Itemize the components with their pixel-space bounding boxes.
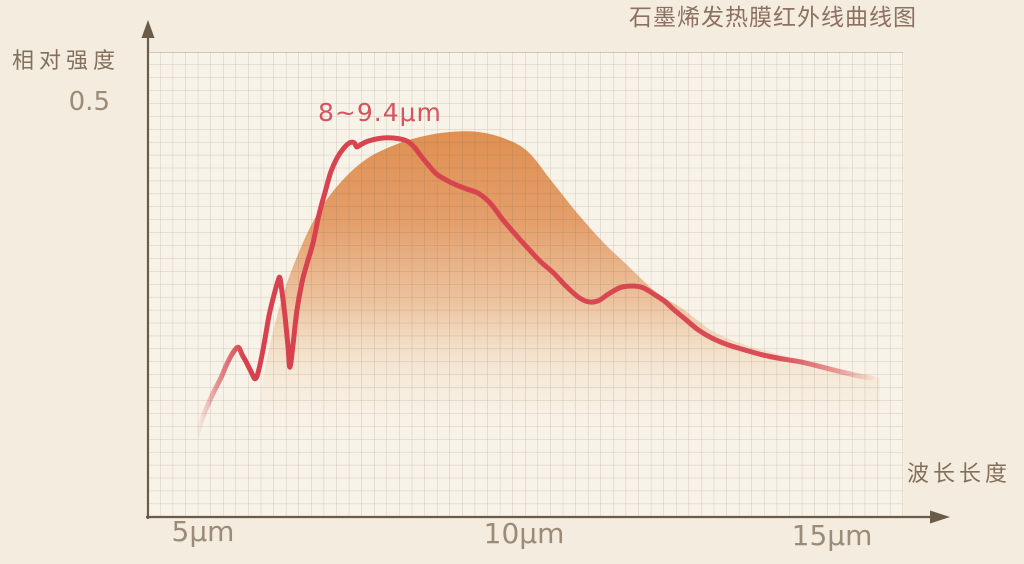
peak-range-annotation: 8~9.4μm <box>318 98 442 127</box>
chart-title: 石墨烯发热膜红外线曲线图 <box>629 5 917 31</box>
y-axis-label: 相对强度 <box>12 49 121 74</box>
infrared-curve-line <box>194 135 875 440</box>
x-axis-arrow-icon <box>930 510 950 524</box>
grid <box>148 52 904 518</box>
y-axis-arrow-icon <box>141 20 155 38</box>
x-tick-10um: 10μm <box>483 517 565 550</box>
x-tick-5um: 5μm <box>171 515 235 548</box>
x-tick-15um: 15μm <box>791 519 873 552</box>
x-axis-label: 波长长度 <box>907 462 1012 487</box>
y-tick-label: 0.5 <box>68 87 110 117</box>
